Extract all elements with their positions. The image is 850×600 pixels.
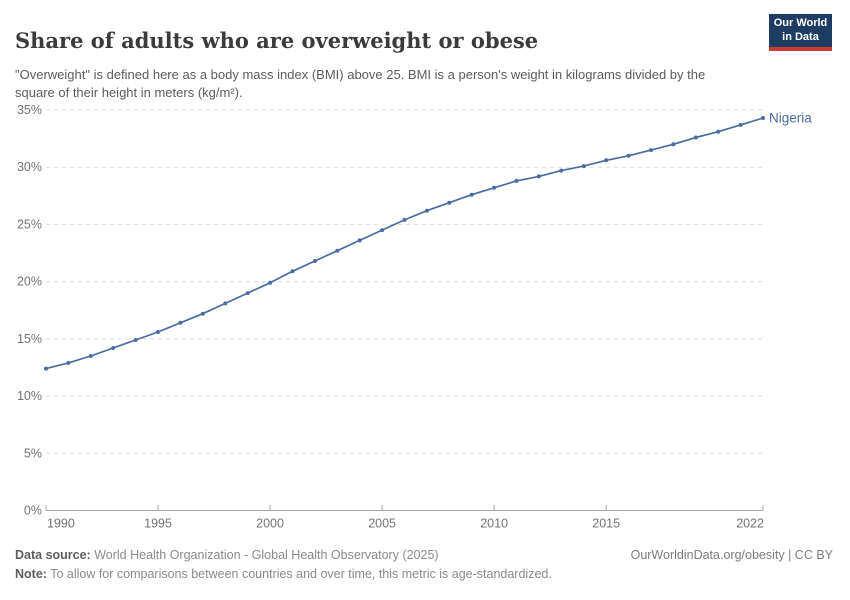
- data-point[interactable]: [716, 129, 721, 134]
- data-source-value: World Health Organization - Global Healt…: [90, 548, 439, 562]
- data-point[interactable]: [581, 164, 586, 169]
- data-point[interactable]: [447, 200, 452, 205]
- data-point[interactable]: [200, 311, 205, 316]
- data-source-label: Data source:: [15, 548, 91, 562]
- data-point[interactable]: [693, 135, 698, 140]
- data-point[interactable]: [335, 248, 340, 253]
- y-tick-label: 0%: [24, 504, 42, 518]
- data-point[interactable]: [245, 291, 250, 296]
- x-tick-label: 2022: [736, 517, 764, 531]
- x-tick-label: 2000: [256, 517, 284, 531]
- page-title: Share of adults who are overweight or ob…: [15, 28, 539, 54]
- y-tick-label: 35%: [17, 103, 42, 117]
- data-point[interactable]: [671, 142, 676, 147]
- data-point[interactable]: [44, 366, 48, 371]
- chart-subtitle: "Overweight" is defined here as a body m…: [15, 67, 706, 100]
- data-point[interactable]: [178, 320, 183, 325]
- chart-footer: Data source: World Health Organization -…: [15, 548, 833, 581]
- y-tick-label: 25%: [17, 217, 42, 231]
- data-point[interactable]: [514, 178, 519, 183]
- data-point[interactable]: [424, 208, 429, 213]
- owid-citation-link[interactable]: OurWorldinData.org/obesity | CC BY: [630, 548, 833, 562]
- data-source-line: Data source: World Health Organization -…: [15, 548, 439, 562]
- y-tick-label: 10%: [17, 389, 42, 403]
- note-label: Note:: [15, 567, 47, 581]
- y-tick-label: 30%: [17, 160, 42, 174]
- x-tick-label: 2015: [592, 517, 620, 531]
- y-tick-label: 5%: [24, 446, 42, 460]
- series-end-label: Nigeria: [769, 111, 812, 126]
- data-point[interactable]: [290, 269, 295, 274]
- data-point[interactable]: [626, 153, 631, 158]
- data-point[interactable]: [312, 259, 317, 263]
- data-point[interactable]: [649, 148, 653, 153]
- data-point[interactable]: [559, 168, 564, 173]
- data-line[interactable]: [45, 117, 764, 370]
- data-point[interactable]: [402, 217, 407, 222]
- data-point[interactable]: [604, 158, 609, 163]
- x-tick-label: 2005: [368, 517, 396, 531]
- x-tick-label: 2010: [480, 517, 508, 531]
- y-tick-label: 15%: [17, 332, 42, 346]
- data-point[interactable]: [761, 116, 765, 120]
- data-point[interactable]: [469, 192, 474, 197]
- data-point[interactable]: [536, 174, 541, 179]
- owid-logo-line1: Our World: [773, 17, 828, 30]
- data-point[interactable]: [380, 228, 385, 233]
- data-point[interactable]: [492, 185, 497, 190]
- x-tick-label: 1990: [47, 517, 75, 531]
- data-point[interactable]: [156, 330, 160, 334]
- data-point[interactable]: [88, 354, 93, 358]
- owid-logo[interactable]: Our World in Data: [769, 14, 832, 51]
- data-point[interactable]: [357, 238, 362, 243]
- data-point[interactable]: [223, 301, 228, 306]
- data-point[interactable]: [738, 122, 743, 127]
- x-tick-label: 1995: [144, 517, 172, 531]
- note-value: To allow for comparisons between countri…: [46, 567, 552, 581]
- data-point[interactable]: [66, 360, 71, 365]
- data-point[interactable]: [111, 346, 116, 350]
- owid-logo-line2: in Data: [782, 30, 819, 43]
- y-tick-label: 20%: [17, 275, 42, 289]
- data-point[interactable]: [268, 280, 273, 285]
- data-point[interactable]: [133, 338, 138, 342]
